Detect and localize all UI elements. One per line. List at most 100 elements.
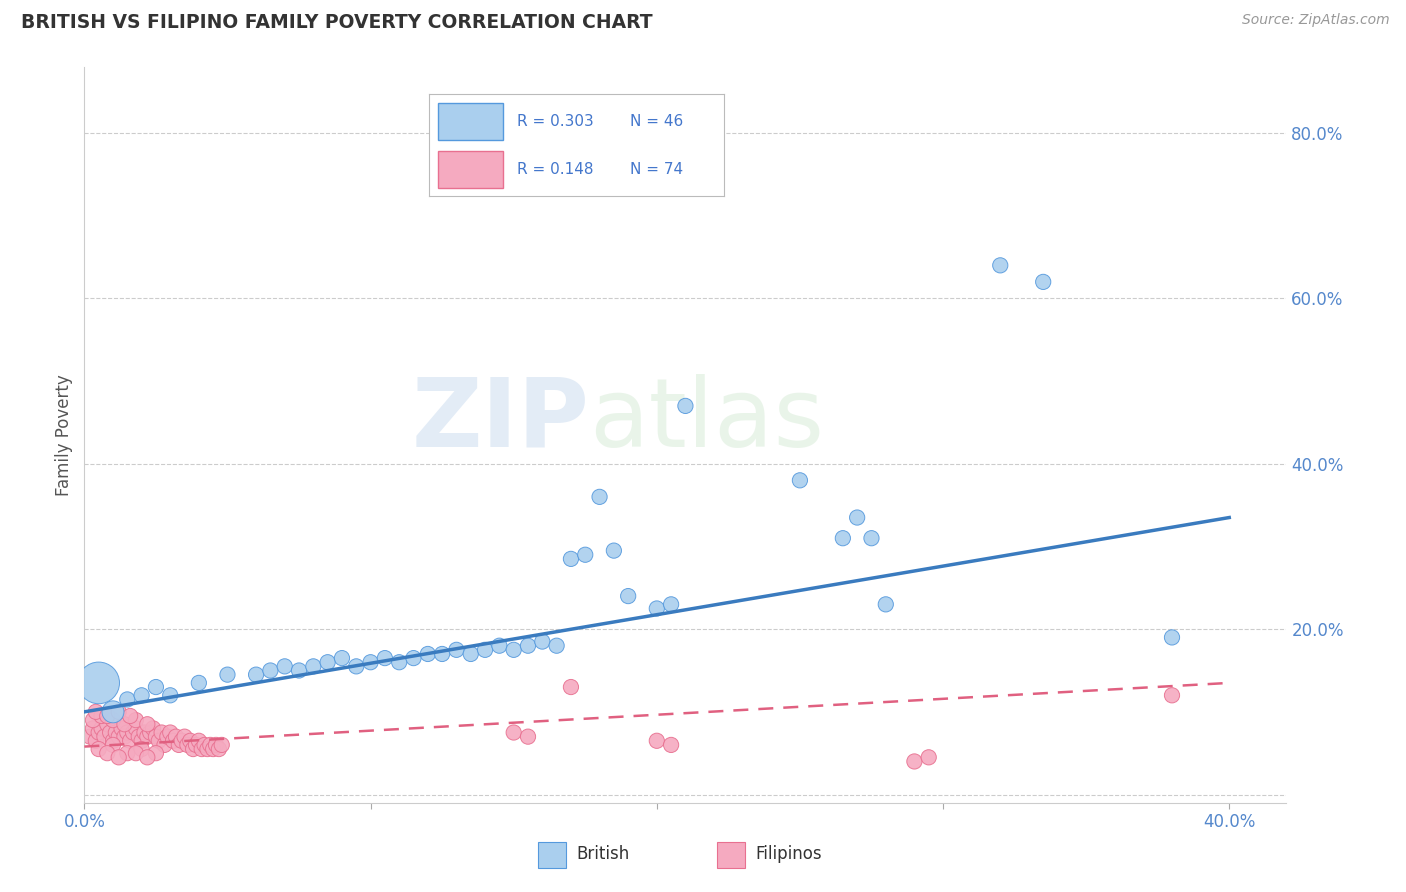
Point: [117, 725, 139, 739]
Point: [360, 655, 382, 669]
Text: N = 74: N = 74: [630, 162, 683, 178]
Point: [217, 667, 239, 681]
Point: [187, 733, 209, 747]
Point: [117, 692, 139, 706]
Point: [488, 639, 510, 653]
Point: [659, 598, 682, 612]
Point: [645, 601, 668, 615]
Point: [903, 755, 925, 769]
Y-axis label: Family Poverty: Family Poverty: [55, 374, 73, 496]
Point: [131, 733, 153, 747]
Text: ZIP: ZIP: [412, 374, 589, 467]
Point: [202, 742, 225, 756]
Point: [120, 733, 142, 747]
Point: [139, 725, 162, 739]
Point: [502, 643, 524, 657]
Point: [107, 705, 129, 719]
Point: [200, 738, 222, 752]
Point: [675, 399, 697, 413]
Point: [96, 746, 118, 760]
Point: [101, 705, 124, 719]
Point: [860, 531, 883, 545]
Point: [187, 676, 209, 690]
Point: [388, 655, 411, 669]
Point: [136, 750, 159, 764]
Point: [101, 713, 124, 727]
Point: [190, 742, 212, 756]
Point: [101, 738, 124, 752]
Point: [603, 543, 626, 558]
Point: [153, 738, 176, 752]
Point: [197, 742, 219, 756]
Point: [374, 651, 396, 665]
Point: [446, 643, 468, 657]
Point: [125, 713, 148, 727]
Point: [131, 742, 153, 756]
FancyBboxPatch shape: [437, 103, 503, 140]
Point: [87, 725, 110, 739]
Point: [90, 722, 112, 736]
Text: Filipinos: Filipinos: [756, 845, 823, 863]
Point: [159, 688, 181, 702]
Point: [170, 733, 193, 747]
Point: [988, 258, 1011, 272]
Point: [120, 709, 142, 723]
Point: [90, 709, 112, 723]
Point: [117, 746, 139, 760]
Point: [517, 730, 540, 744]
FancyBboxPatch shape: [537, 842, 565, 868]
Point: [416, 647, 439, 661]
Point: [531, 634, 554, 648]
Point: [211, 738, 233, 752]
Point: [84, 733, 107, 747]
Point: [114, 730, 135, 744]
Point: [430, 647, 453, 661]
Point: [176, 738, 198, 752]
Point: [344, 659, 367, 673]
Point: [179, 733, 201, 747]
Point: [1161, 631, 1184, 645]
Point: [84, 705, 107, 719]
Point: [167, 738, 190, 752]
Point: [1032, 275, 1054, 289]
Point: [460, 647, 482, 661]
Point: [110, 722, 132, 736]
Point: [208, 742, 231, 756]
Point: [184, 738, 207, 752]
Point: [104, 725, 127, 739]
Point: [128, 730, 150, 744]
Point: [173, 730, 195, 744]
Point: [288, 664, 311, 678]
Point: [79, 730, 101, 744]
Point: [142, 722, 165, 736]
Point: [93, 730, 115, 744]
Point: [125, 746, 148, 760]
Point: [96, 709, 118, 723]
Point: [150, 725, 173, 739]
Point: [316, 655, 339, 669]
Point: [517, 639, 540, 653]
Point: [245, 667, 267, 681]
Point: [131, 688, 153, 702]
Point: [645, 733, 668, 747]
Point: [136, 717, 159, 731]
Text: N = 46: N = 46: [630, 114, 683, 128]
Point: [162, 733, 184, 747]
Point: [205, 738, 228, 752]
Point: [148, 733, 170, 747]
Text: Source: ZipAtlas.com: Source: ZipAtlas.com: [1241, 13, 1389, 28]
Point: [82, 713, 104, 727]
Text: British: British: [576, 845, 630, 863]
Point: [159, 725, 181, 739]
Point: [546, 639, 568, 653]
Point: [1161, 688, 1184, 702]
Point: [574, 548, 596, 562]
Point: [502, 725, 524, 739]
Text: BRITISH VS FILIPINO FAMILY POVERTY CORRELATION CHART: BRITISH VS FILIPINO FAMILY POVERTY CORRE…: [21, 13, 652, 32]
Point: [560, 680, 582, 694]
Text: R = 0.303: R = 0.303: [517, 114, 595, 128]
Point: [87, 742, 110, 756]
FancyBboxPatch shape: [437, 151, 503, 188]
Point: [145, 680, 167, 694]
Point: [474, 643, 496, 657]
